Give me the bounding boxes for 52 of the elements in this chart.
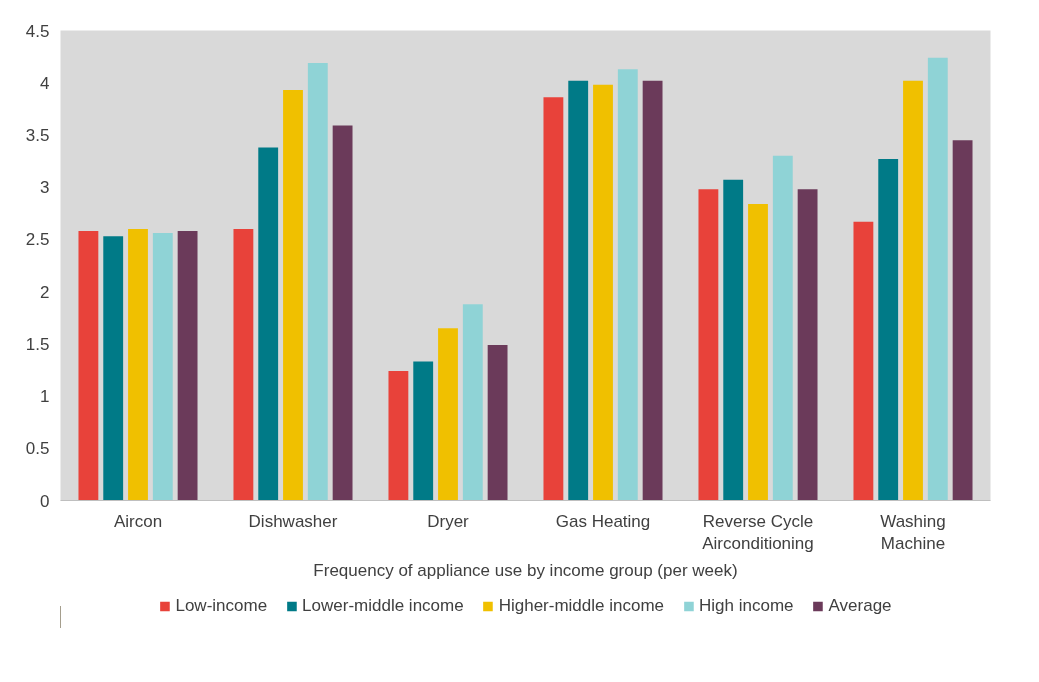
y-tick-label: 4.5: [25, 21, 50, 41]
legend-label: Higher-middle income: [498, 595, 665, 616]
bar: [307, 62, 328, 501]
bar: [723, 179, 744, 501]
y-tick-label: 0.5: [25, 439, 50, 459]
bar: [903, 80, 923, 501]
bar: [258, 147, 279, 501]
legend-label: Low-income: [175, 595, 268, 616]
bar: [543, 97, 564, 501]
bar: [103, 236, 124, 501]
legend-label: Lower-middle income: [302, 595, 464, 616]
y-tick-label: 4: [40, 73, 50, 93]
bar: [797, 189, 818, 501]
bar: [698, 189, 719, 501]
bar: [487, 344, 508, 501]
bar: [772, 155, 793, 501]
y-tick-label: 0: [40, 491, 50, 511]
bar: [78, 231, 99, 501]
bar: [332, 125, 353, 501]
x-tick-label: Aircon: [113, 511, 163, 531]
y-tick-label: 3.5: [25, 125, 50, 145]
bar: [593, 84, 613, 501]
bar: [642, 80, 663, 501]
x-tick-label: Gas Heating: [555, 511, 651, 531]
bar: [152, 233, 173, 501]
bar: [283, 90, 303, 501]
x-tick-label: Dishwasher: [248, 511, 338, 531]
bar: [413, 361, 434, 501]
bar: [927, 57, 948, 501]
x-axis-title: Frequency of appliance use by income group (per week): [313, 561, 738, 581]
bar: [878, 158, 899, 501]
bar: [952, 140, 973, 501]
y-tick-label: 2: [40, 282, 50, 302]
bar: [128, 228, 148, 501]
bar: [177, 231, 198, 501]
y-tick-label: 2.5: [25, 230, 50, 250]
bar: [462, 304, 483, 501]
bar: [853, 221, 874, 501]
bar: [617, 69, 638, 501]
bar: [748, 203, 768, 501]
y-tick-label: 1: [40, 387, 50, 407]
x-tick-label: Reverse Cycle Airconditioning: [702, 511, 814, 554]
legend-label: High income: [699, 595, 794, 616]
x-tick-label: Dryer: [427, 511, 470, 531]
y-tick-label: 3: [40, 178, 50, 198]
bar: [388, 370, 409, 501]
bar: [438, 328, 458, 501]
x-tick-label: Washing Machine: [880, 511, 946, 554]
bar: [233, 228, 254, 501]
legend-label: Average: [828, 595, 892, 616]
bar: [568, 80, 589, 501]
y-tick-label: 1.5: [25, 334, 50, 354]
